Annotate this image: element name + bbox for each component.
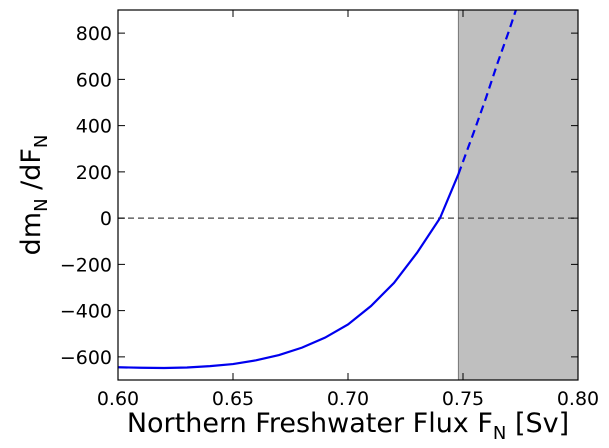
y-tick-label: −200 <box>60 254 112 276</box>
x-axis-label: Northern Freshwater Flux FN [Sv] <box>127 408 569 444</box>
y-tick-label: 800 <box>76 23 112 45</box>
y-tick-label: −600 <box>60 347 112 369</box>
x-axis-label-part: Northern Freshwater Flux F <box>127 408 493 439</box>
y-axis-label-part: N <box>31 135 52 148</box>
data-line <box>117 173 460 370</box>
shaded-region <box>457 9 579 381</box>
x-tick-label: 0.75 <box>442 388 484 410</box>
x-axis-label-part: N <box>493 423 506 444</box>
x-tick-label: 0.70 <box>327 388 369 410</box>
y-axis-label-part: N <box>31 198 52 211</box>
x-tick-label: 0.65 <box>212 388 254 410</box>
x-tick-label: 0.60 <box>97 388 139 410</box>
y-axis-label-part: dm <box>16 212 47 255</box>
y-tick-label: 600 <box>76 69 112 91</box>
y-axis-label: dmN /dFN <box>16 135 52 256</box>
x-tick-label: 0.80 <box>557 388 599 410</box>
y-axis-label-part: /dF <box>16 148 47 198</box>
y-tick-label: 400 <box>76 116 112 138</box>
y-tick-label: 200 <box>76 162 112 184</box>
y-tick-label: −400 <box>60 301 112 323</box>
y-tick-label: 0 <box>100 208 112 230</box>
x-axis-label-part: [Sv] <box>506 408 569 439</box>
